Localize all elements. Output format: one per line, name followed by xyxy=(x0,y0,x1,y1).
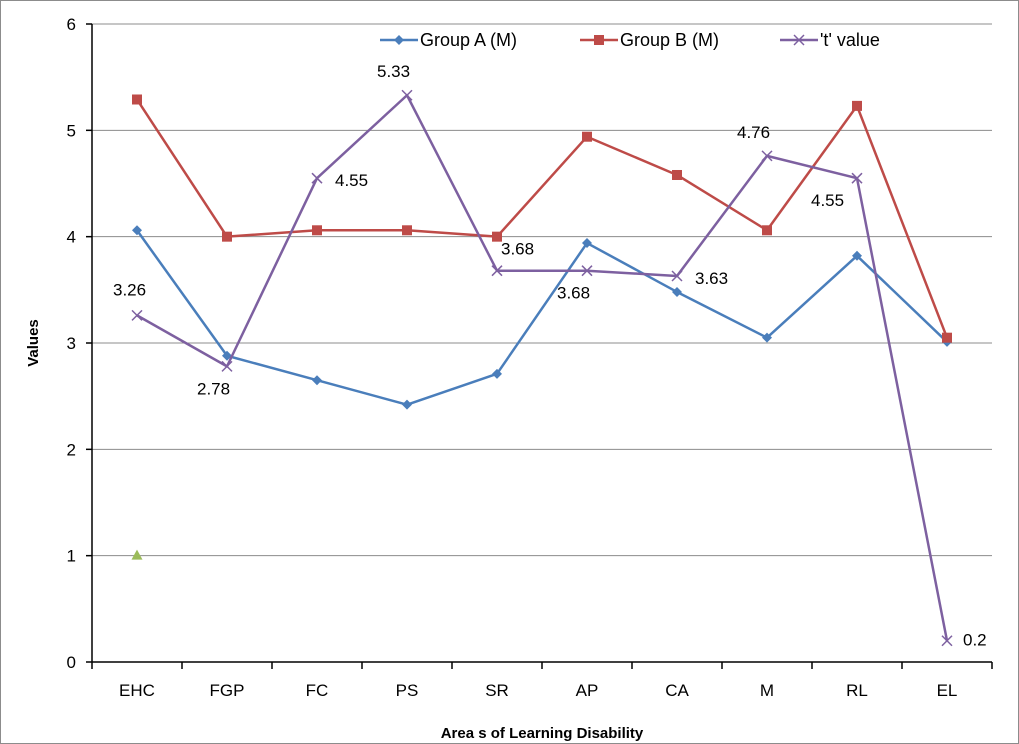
data-label: 2.78 xyxy=(197,379,230,398)
y-tick-label: 1 xyxy=(67,547,76,566)
legend-item: Group B (M) xyxy=(580,30,719,50)
y-axis-title: Values xyxy=(25,319,42,367)
legend-marker xyxy=(594,35,604,45)
data-point xyxy=(762,225,772,236)
data-label: 5.33 xyxy=(377,62,410,81)
data-point xyxy=(222,350,232,361)
data-point xyxy=(401,89,413,101)
legend-marker xyxy=(793,34,805,46)
x-tick-label: EL xyxy=(937,681,958,700)
legend-label: Group B (M) xyxy=(620,30,719,50)
y-tick-label: 2 xyxy=(67,440,76,459)
data-point xyxy=(131,309,143,321)
data-point xyxy=(581,265,593,277)
x-tick-label: M xyxy=(760,681,774,700)
gridlines xyxy=(92,23,992,557)
data-point xyxy=(582,238,592,249)
series-lines xyxy=(131,89,953,647)
data-point xyxy=(672,169,682,180)
data-point xyxy=(222,231,232,242)
legend-label: 't' value xyxy=(820,30,880,50)
y-tick-label: 3 xyxy=(67,334,76,353)
x-tick-label: CA xyxy=(665,681,689,700)
y-tick-label: 0 xyxy=(67,653,76,672)
data-label: 4.55 xyxy=(335,171,368,190)
x-tick-label: EHC xyxy=(119,681,155,700)
data-label: 0.2 xyxy=(963,631,987,650)
data-label: 3.68 xyxy=(557,284,590,303)
legend-marker xyxy=(394,35,404,45)
series-line-2 xyxy=(136,93,949,641)
data-point xyxy=(852,250,862,261)
data-point xyxy=(402,399,412,410)
data-point xyxy=(941,635,953,647)
data-label: 4.76 xyxy=(737,123,770,142)
x-tick-label: FGP xyxy=(210,681,245,700)
data-point xyxy=(312,225,322,236)
data-point xyxy=(132,225,142,236)
data-point xyxy=(492,368,502,379)
x-tick-label: RL xyxy=(846,681,868,700)
data-point xyxy=(671,270,683,282)
x-tick-label: FC xyxy=(306,681,329,700)
y-tick-labels: 0 1 2 3 4 5 6 xyxy=(67,15,76,672)
data-point xyxy=(221,360,233,372)
data-point xyxy=(582,131,592,142)
data-point xyxy=(492,231,502,242)
x-tick-labels: EHC FGP FC PS SR AP CA M RL EL xyxy=(119,681,957,700)
data-point xyxy=(402,225,412,236)
data-point xyxy=(312,375,322,386)
legend-item: Group A (M) xyxy=(380,30,517,50)
data-point xyxy=(852,100,862,111)
y-tick-label: 4 xyxy=(67,228,76,247)
data-label: 3.63 xyxy=(695,269,728,288)
legend-item: 't' value xyxy=(780,30,880,50)
extra-data-point xyxy=(131,549,143,560)
legend: Group A (M) Group B (M) 't' value xyxy=(380,30,880,50)
legend-label: Group A (M) xyxy=(420,30,517,50)
data-point xyxy=(761,150,773,162)
data-point xyxy=(491,265,503,277)
data-label: 3.68 xyxy=(501,240,534,259)
data-point xyxy=(762,332,772,343)
x-axis-title: Area s of Learning Disability xyxy=(441,725,644,742)
series-line-0 xyxy=(135,229,948,406)
data-point xyxy=(132,94,142,105)
y-tick-label: 5 xyxy=(67,121,76,140)
x-tick-label: PS xyxy=(396,681,419,700)
data-labels: 3.26 2.78 4.55 5.33 3.68 3.68 3.63 4.76 4.55 0.2 xyxy=(113,62,987,649)
data-label: 3.26 xyxy=(113,280,146,299)
data-label: 4.55 xyxy=(811,191,844,210)
data-point xyxy=(851,172,863,184)
data-point xyxy=(672,286,682,297)
data-point xyxy=(942,332,952,343)
axes xyxy=(86,23,993,669)
data-point xyxy=(311,172,323,184)
y-tick-label: 6 xyxy=(67,15,76,34)
x-tick-label: AP xyxy=(576,681,599,700)
x-tick-label: SR xyxy=(485,681,509,700)
